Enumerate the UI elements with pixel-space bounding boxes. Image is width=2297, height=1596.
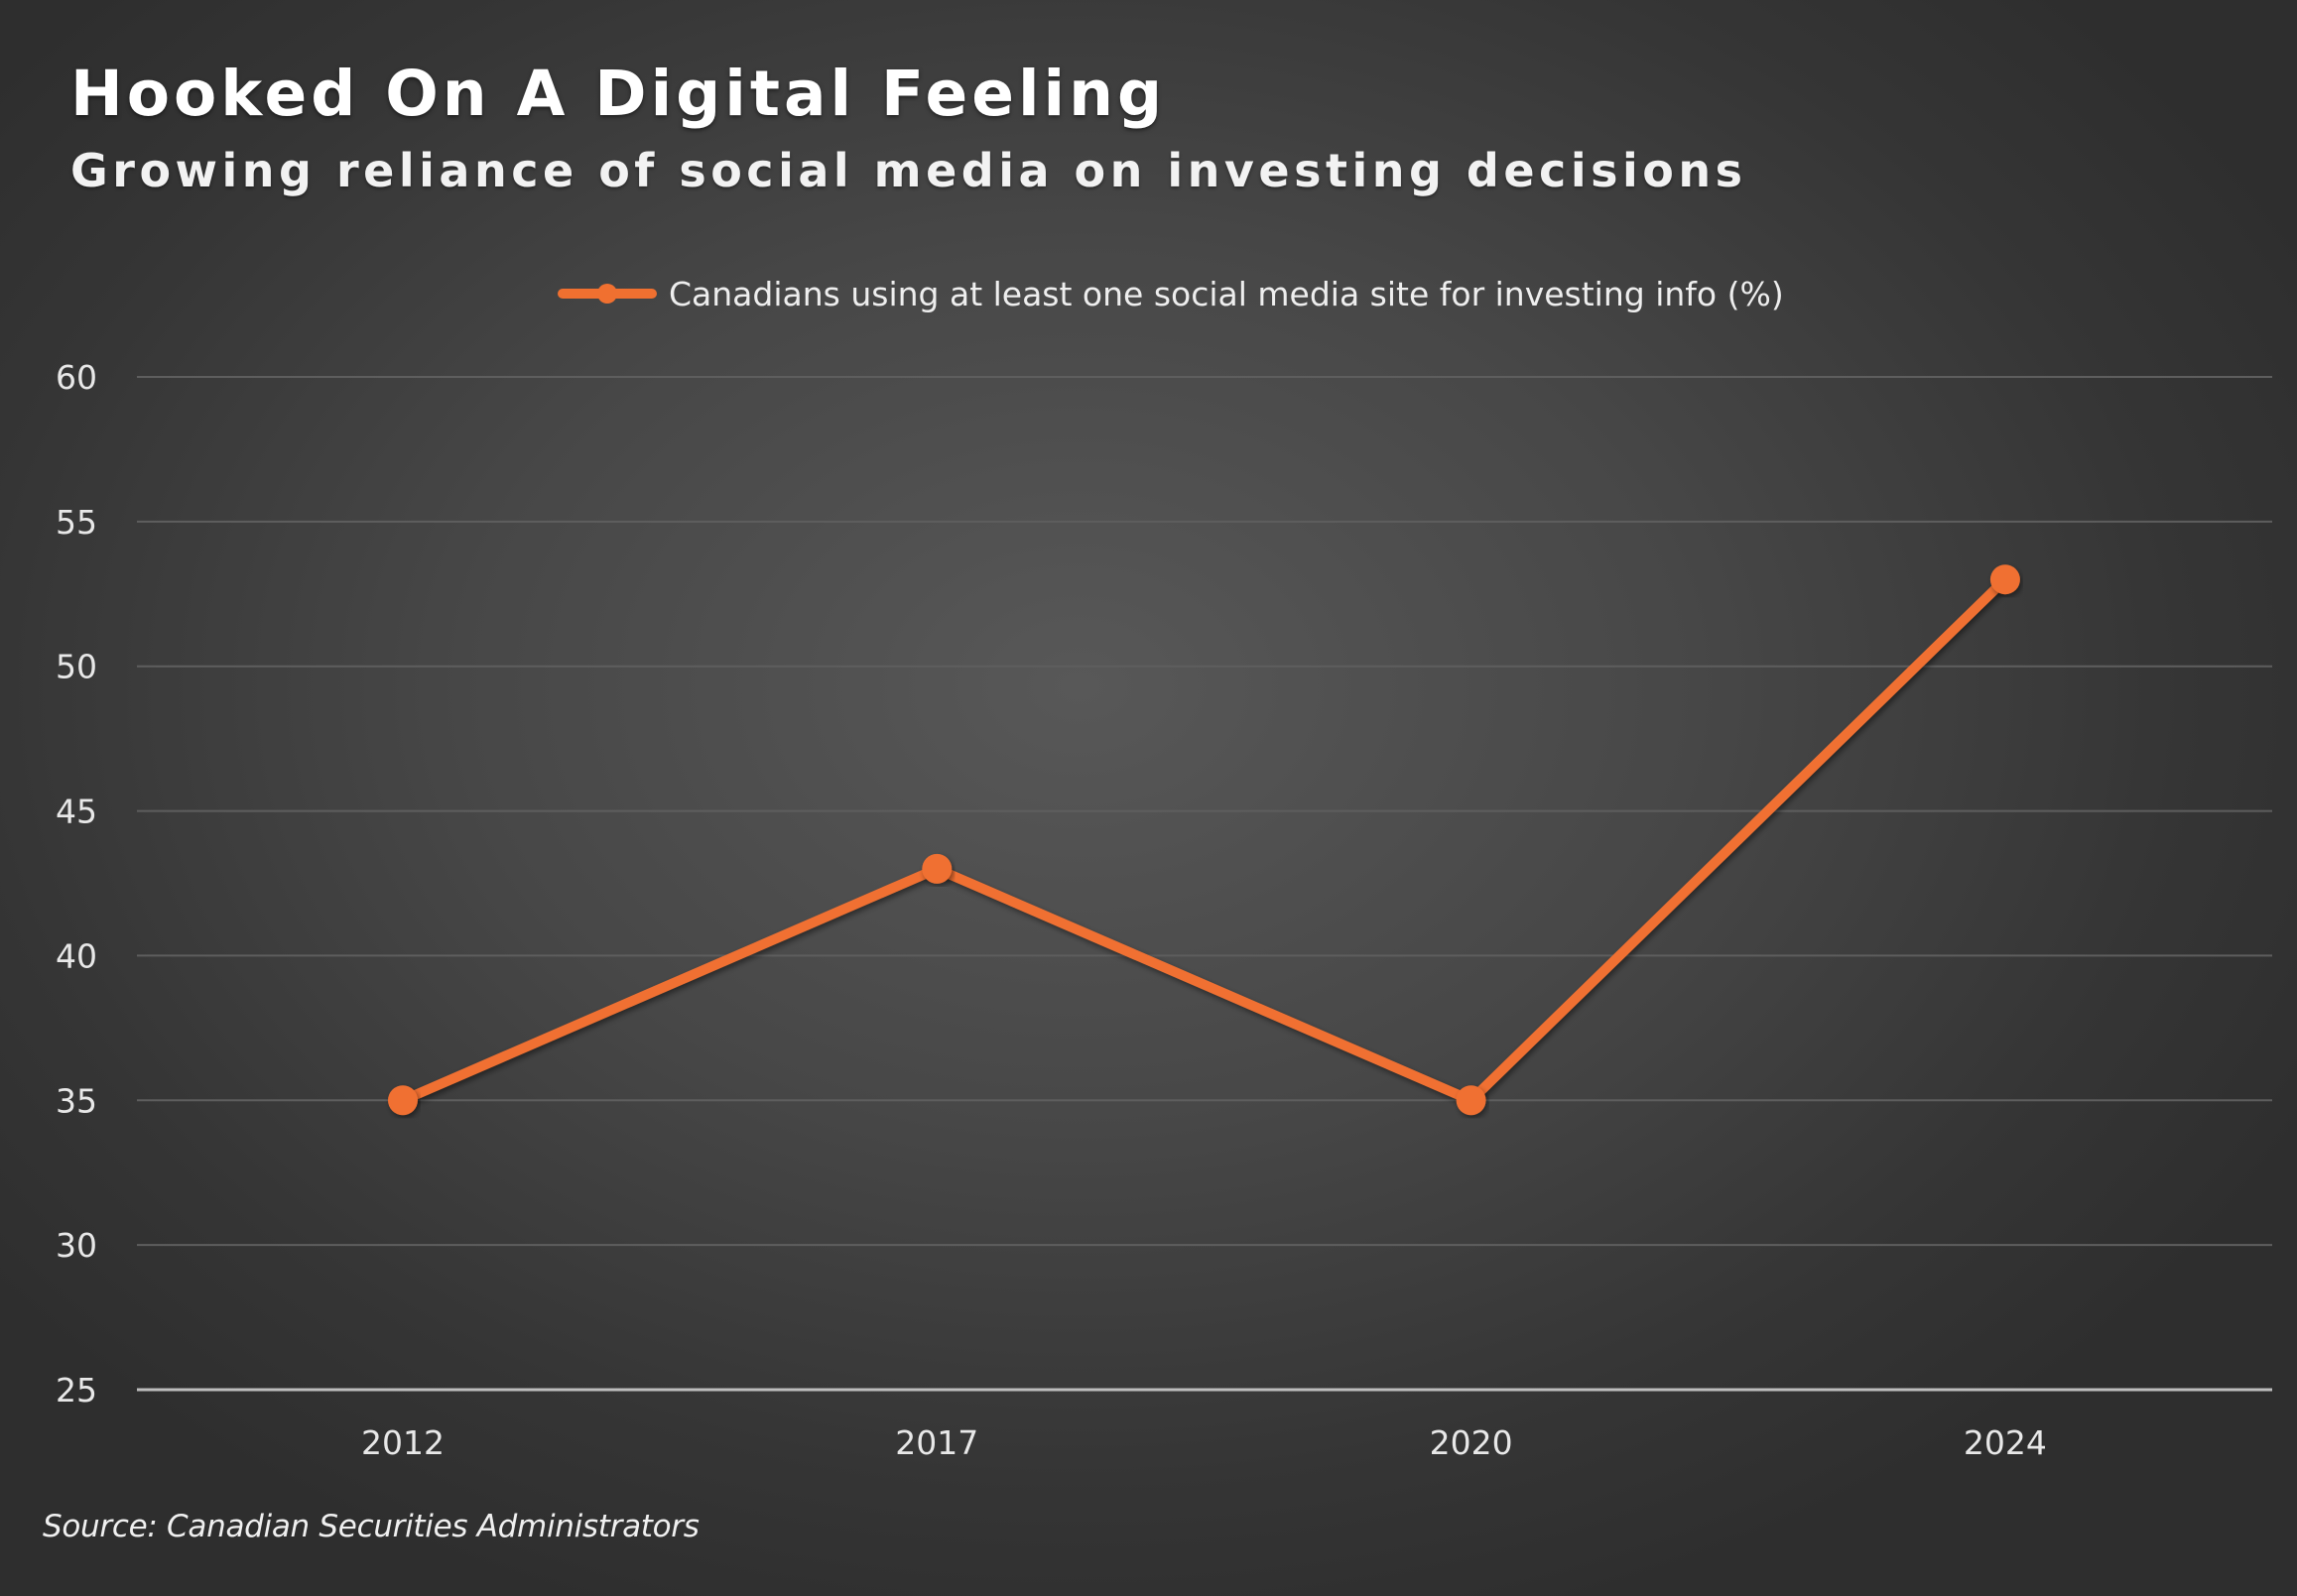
chart-title: Hooked On A Digital Feeling xyxy=(70,58,1167,130)
y-tick-label: 30 xyxy=(56,1226,97,1265)
legend-label: Canadians using at least one social medi… xyxy=(669,275,1784,313)
x-tick-label: 2012 xyxy=(361,1423,445,1462)
data-point-marker xyxy=(922,853,953,884)
y-axis-ticks: 25 30 35 40 45 50 55 60 xyxy=(56,358,97,1410)
source-note: Source: Canadian Securities Administrato… xyxy=(43,1509,700,1544)
chart-legend: Canadians using at least one social medi… xyxy=(558,275,1784,313)
y-tick-label: 55 xyxy=(56,503,97,542)
data-point-marker xyxy=(388,1085,418,1116)
y-tick-label: 40 xyxy=(56,936,97,975)
chart-subtitle: Growing reliance of social media on inve… xyxy=(70,144,1747,197)
y-tick-label: 35 xyxy=(56,1081,97,1120)
series-line xyxy=(398,574,2010,1106)
legend-marker-swatch xyxy=(597,284,617,304)
x-tick-label: 2020 xyxy=(1430,1423,1513,1462)
gridlines xyxy=(137,376,2272,1392)
y-tick-label: 50 xyxy=(56,648,97,686)
series-group xyxy=(388,564,2020,1116)
x-tick-label: 2024 xyxy=(1964,1423,2047,1462)
y-tick-label: 45 xyxy=(56,793,97,831)
data-point-marker xyxy=(1989,564,2020,595)
x-tick-label: 2017 xyxy=(895,1423,978,1462)
data-point-marker xyxy=(1456,1085,1486,1116)
y-tick-label: 60 xyxy=(56,358,97,397)
y-tick-label: 25 xyxy=(56,1371,97,1410)
x-axis-ticks: 2012 2017 2020 2024 xyxy=(361,1423,2047,1462)
